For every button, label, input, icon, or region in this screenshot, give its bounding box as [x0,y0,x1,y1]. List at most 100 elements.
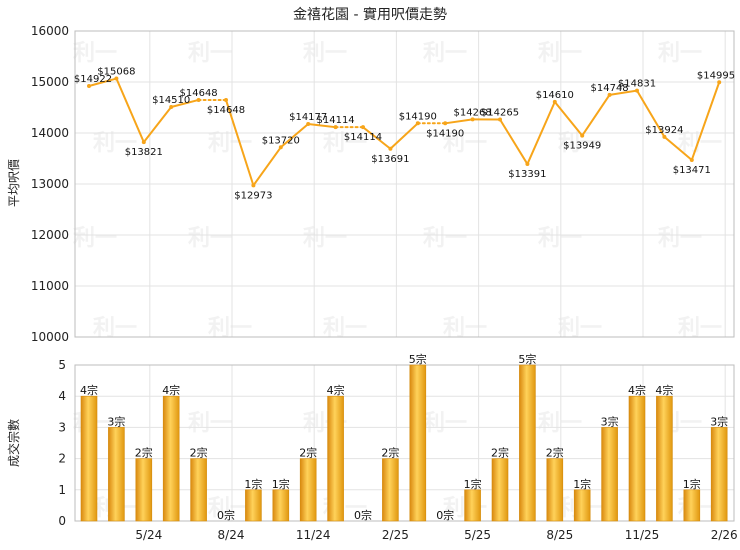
bar-data-label: 1宗 [683,477,701,491]
bar-plot-frame [74,364,735,522]
bar [80,395,98,522]
line-point [525,162,530,167]
line-point [635,88,639,93]
line-segment [553,100,584,137]
line-point [717,80,722,85]
line-y-tick-label: 11000 [31,279,69,293]
price-data-label: $13691 [371,154,409,165]
line-point [141,140,146,145]
line-segment [690,81,721,161]
line-segment [663,135,693,161]
price-data-label: $14114 [344,132,382,143]
line-point [224,97,228,102]
bar [382,458,399,522]
price-data-label: $14831 [618,79,656,90]
line-segment [581,93,611,137]
bar-data-label: 1宗 [573,477,591,491]
bar-data-label: 0宗 [436,508,454,522]
bar-data-label: 4宗 [628,383,646,397]
line-point [196,97,201,102]
watermark-text: 利一 [538,411,582,436]
bar-y-tick-label: 2 [58,452,66,466]
line-segment [88,77,118,87]
watermark-text: 利一 [538,41,582,66]
line-segment [526,100,556,166]
bar [190,458,207,522]
line-segment [444,118,474,125]
line-gridlines [75,30,734,338]
chart-title: 金禧花園 - 實用呎價走勢 [293,6,447,23]
bar [245,489,262,522]
line-y-tick-label: 15000 [31,75,69,89]
price-data-label: $14114 [317,115,355,126]
line-segment [362,126,392,150]
bar-data-labels: 4宗 3宗 2宗 4宗 2宗 0宗 1宗 1宗 2宗 4宗 0宗 2宗 5宗 0宗 1宗 2宗 5宗 2宗 1宗 3宗… [80,352,728,522]
price-data-label: $13720 [262,135,300,146]
price-line-series [87,76,722,188]
bar-y-tick-label: 5 [58,358,66,372]
bar-y-axis-label: 成交宗數 [6,419,21,467]
bar [409,364,427,522]
line-point [415,121,420,126]
x-tick-label: 8/24 [218,528,245,542]
line-point [580,133,585,138]
line-segment [608,89,638,96]
watermark-text: 利一 [423,226,467,251]
line-point [169,104,174,109]
watermark-text: 利一 [538,226,582,251]
line-point [689,157,694,162]
line-point [361,125,365,130]
bar-data-label: 2宗 [135,446,153,460]
bar [710,427,728,522]
price-data-label: $14190 [399,111,437,122]
bar [601,427,618,522]
bar-data-label: 4宗 [80,383,98,397]
bar-data-label: 1宗 [244,477,262,491]
line-segment [225,98,255,187]
bar-data-label: 2宗 [299,446,317,460]
price-data-label: $14265 [481,107,519,118]
bar [546,458,564,522]
price-data-label: $14648 [180,88,218,99]
bar-y-tick-label: 0 [58,514,66,528]
bar-series [80,364,728,522]
x-tick-label: 2/25 [382,528,409,542]
watermark-text: 利一 [73,41,117,66]
line-segment [279,122,310,149]
watermark-text: 利一 [303,226,347,251]
line-segment [307,122,337,129]
line-point [662,134,667,139]
bar-y-tick-label: 3 [58,420,66,434]
bar-data-label: 4宗 [162,383,180,397]
line-point [552,99,557,104]
bar [491,458,509,522]
line-y-tick-label: 12000 [31,228,69,242]
bar-data-label: 5宗 [518,352,536,366]
price-data-label: $15068 [97,67,135,78]
x-tick-label: 8/25 [546,528,573,542]
watermark-text: 利一 [443,131,487,156]
price-data-label: $13471 [673,165,711,176]
bar-y-ticks: 0 1 2 3 4 5 [58,358,66,528]
watermark-text: 利一 [658,226,702,251]
price-data-label: $14748 [591,83,629,94]
line-segment [170,98,200,108]
line-y-tick-label: 10000 [31,330,69,344]
bar [573,489,591,522]
line-point [333,125,338,130]
bar [628,395,646,522]
bar-data-label: 2宗 [546,446,564,460]
bar [299,458,317,522]
bar-data-label: 4宗 [327,383,345,397]
bar [464,489,481,522]
bar-data-label: 0宗 [217,508,235,522]
watermark-text: 利一 [303,41,347,66]
watermark-text: 利一 [188,41,232,66]
bar-data-label: 1宗 [272,477,290,491]
watermark-text: 利一 [188,226,232,251]
bar [683,489,701,522]
bar-data-label: 0宗 [354,508,372,522]
bar [108,427,125,522]
line-point [278,145,283,150]
